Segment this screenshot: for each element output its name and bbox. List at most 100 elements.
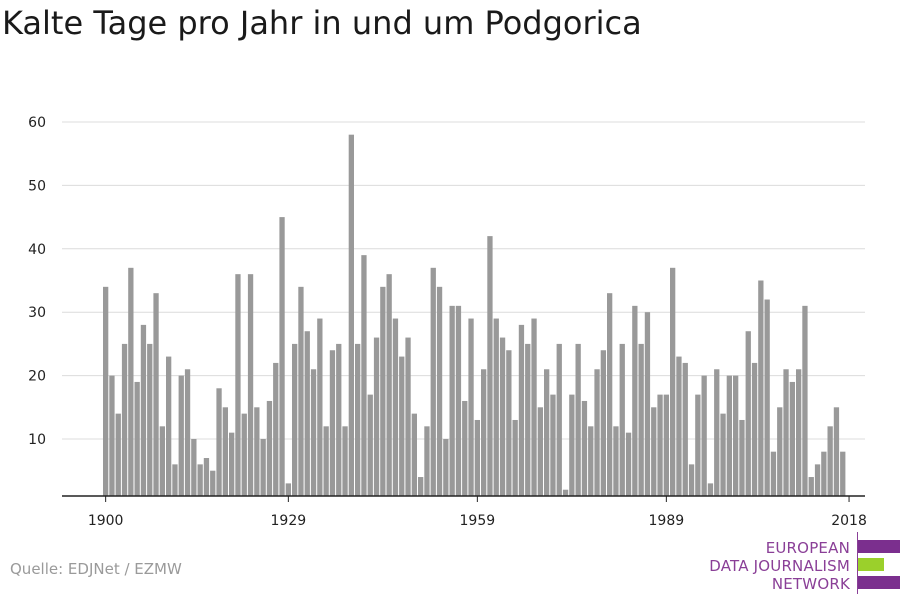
- bar-1973: [562, 489, 569, 496]
- bar-1968: [531, 318, 537, 496]
- bar-1958: [468, 318, 474, 496]
- bar-1960: [481, 369, 487, 496]
- bar-1913: [184, 369, 191, 496]
- bar-1908: [153, 293, 159, 496]
- bar-1924: [254, 407, 260, 496]
- bar-1906: [140, 324, 147, 496]
- bar-1925: [260, 439, 266, 496]
- bar-1932: [304, 331, 310, 496]
- bar-1988: [657, 394, 663, 496]
- logo-line-1: EUROPEAN: [765, 539, 850, 557]
- y-tick-label: 60: [28, 115, 46, 131]
- bar-1928: [279, 217, 285, 496]
- bar-1909: [159, 426, 165, 496]
- bar-1921: [235, 274, 241, 496]
- x-tick-label: 1900: [88, 513, 124, 529]
- bar-1990: [670, 267, 676, 496]
- bar-1934: [317, 318, 323, 496]
- logo-bar-middle: [858, 558, 884, 571]
- bar-1957: [462, 400, 468, 496]
- bar-1955: [449, 305, 455, 496]
- bar-1986: [644, 312, 651, 496]
- chart-title: Kalte Tage pro Jahr in und um Podgorica: [2, 4, 642, 42]
- bar-1923: [247, 274, 254, 496]
- x-tick-label: 1929: [271, 513, 307, 529]
- bar-2015: [827, 426, 833, 496]
- bar-1935: [323, 426, 329, 496]
- bar-1916: [203, 458, 210, 496]
- bar-1945: [386, 274, 392, 496]
- bar-1962: [493, 318, 499, 496]
- y-tick-label: 50: [28, 178, 46, 194]
- bar-1994: [695, 394, 701, 496]
- bar-1980: [607, 293, 613, 496]
- bar-1946: [392, 318, 399, 496]
- bar-1985: [638, 343, 644, 496]
- bar-2000: [733, 375, 739, 496]
- bar-1912: [178, 375, 184, 496]
- bar-1922: [241, 413, 247, 496]
- bar-2010: [796, 369, 802, 496]
- bar-1961: [487, 236, 493, 496]
- bar-1959: [474, 419, 480, 496]
- bar-1953: [436, 286, 443, 496]
- bar-1969: [537, 407, 543, 496]
- bar-1991: [676, 356, 682, 496]
- bar-1901: [109, 375, 115, 496]
- bar-1951: [424, 426, 430, 496]
- bar-2017: [840, 451, 846, 496]
- bar-1987: [651, 407, 657, 496]
- bar-1974: [569, 394, 575, 496]
- bar-1927: [273, 362, 279, 496]
- bar-1975: [575, 343, 581, 496]
- bar-2006: [770, 451, 777, 496]
- logo-bar-bottom: [858, 576, 900, 589]
- bar-1954: [443, 439, 449, 496]
- bar-1910: [166, 356, 172, 496]
- bar-1996: [707, 483, 714, 496]
- bar-1911: [172, 464, 178, 496]
- bar-1914: [191, 439, 197, 496]
- bar-1926: [266, 400, 273, 496]
- bar-1943: [373, 337, 380, 496]
- bar-1964: [506, 350, 512, 496]
- bar-1979: [600, 350, 606, 496]
- bar-2016: [833, 407, 840, 496]
- edjnet-logo: EUROPEAN DATA JOURNALISM NETWORK: [700, 532, 900, 594]
- bar-1918: [216, 388, 222, 496]
- bar-1905: [134, 381, 140, 496]
- y-tick-label: 10: [28, 432, 46, 448]
- bar-1944: [380, 286, 386, 496]
- bar-1976: [581, 400, 588, 496]
- bar-1978: [594, 369, 600, 496]
- bar-1972: [556, 343, 562, 496]
- bar-1938: [342, 426, 348, 496]
- bar-1915: [197, 464, 203, 496]
- bar-1917: [210, 470, 216, 496]
- bar-2011: [802, 305, 808, 496]
- bar-1970: [544, 369, 550, 496]
- bar-1940: [355, 343, 361, 496]
- bar-1995: [701, 375, 707, 496]
- bar-2008: [783, 369, 789, 496]
- bar-1971: [550, 394, 556, 496]
- bar-1919: [222, 407, 228, 496]
- bar-1933: [310, 369, 317, 496]
- bar-1965: [512, 419, 518, 496]
- logo-bar-top: [858, 540, 900, 553]
- bar-2013: [814, 464, 821, 496]
- bar-1963: [499, 337, 506, 496]
- bar-2014: [821, 451, 827, 496]
- bar-1937: [336, 343, 342, 496]
- x-tick-label: 1959: [460, 513, 496, 529]
- bar-1920: [229, 432, 235, 496]
- bar-1998: [720, 413, 726, 496]
- bar-1948: [405, 337, 411, 496]
- logo-line-2: DATA JOURNALISM: [709, 557, 850, 575]
- bar-2003: [751, 362, 758, 496]
- bar-2007: [777, 407, 783, 496]
- bar-2004: [758, 280, 764, 496]
- source-note: Quelle: EDJNet / EZMW: [10, 560, 182, 578]
- x-tick-label: 2018: [831, 513, 867, 529]
- y-tick-label: 40: [28, 242, 46, 258]
